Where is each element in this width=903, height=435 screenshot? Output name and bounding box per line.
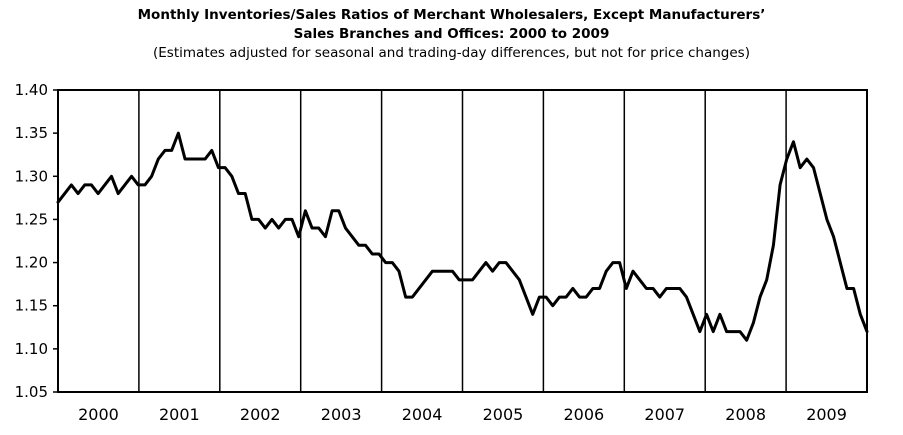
y-tick-label: 1.10 — [15, 340, 48, 358]
x-tick-label: 2006 — [563, 405, 604, 424]
x-tick-label: 2004 — [402, 405, 443, 424]
y-axis-ticks: 1.40 1.35 1.30 1.25 1.20 1.15 1.10 1.05 — [15, 81, 58, 401]
x-tick-label: 2007 — [644, 405, 685, 424]
chart-title-block: Monthly Inventories/Sales Ratios of Merc… — [0, 6, 903, 63]
x-axis-ticks: 2000 2001 2002 2003 2004 2005 2006 2007 2008 2009 — [78, 405, 847, 424]
series-line-group — [56, 131, 869, 342]
y-tick-label: 1.15 — [15, 297, 48, 315]
chart-title: Monthly Inventories/Sales Ratios of Merc… — [137, 7, 766, 23]
y-tick-label: 1.35 — [15, 124, 48, 142]
plot-frame — [57, 89, 868, 393]
x-tick-label: 2001 — [159, 405, 200, 424]
y-tick-label: 1.30 — [15, 167, 48, 185]
y-tick-label: 1.40 — [15, 81, 48, 99]
series-line — [56, 131, 869, 342]
x-tick-label: 2002 — [240, 405, 281, 424]
chart-title-line2: Sales Branches and Offices: 2000 to 2009 — [293, 26, 610, 42]
y-tick-label: 1.20 — [15, 254, 48, 272]
y-tick-label: 1.25 — [15, 210, 48, 228]
x-tick-label: 2008 — [725, 405, 766, 424]
x-tick-label: 2000 — [78, 405, 119, 424]
x-tick-label: 2005 — [483, 405, 524, 424]
year-separators — [138, 90, 787, 392]
chart-subtitle: (Estimates adjusted for seasonal and tra… — [153, 45, 750, 61]
x-tick-label: 2009 — [806, 405, 847, 424]
y-tick-label: 1.05 — [15, 383, 48, 401]
x-tick-label: 2003 — [321, 405, 362, 424]
